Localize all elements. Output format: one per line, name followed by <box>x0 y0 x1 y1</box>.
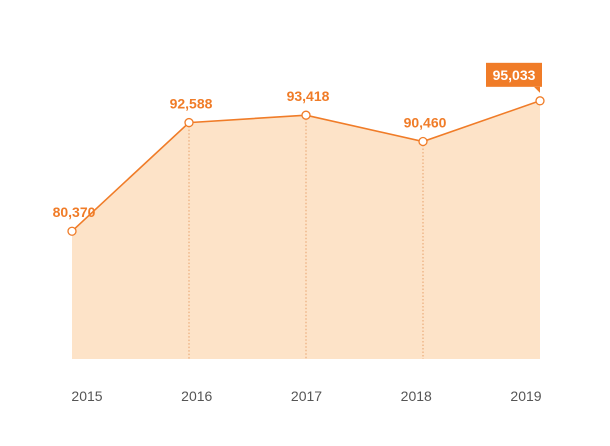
data-labels: 80,370 92,588 93,418 90,460 95,033 <box>53 62 542 220</box>
data-label-2019: 95,033 <box>493 67 536 83</box>
data-point-2015 <box>67 226 77 236</box>
x-tick-label-2015: 2015 <box>71 388 102 404</box>
data-point-2016 <box>184 117 194 128</box>
x-tick-label-2016: 2016 <box>181 388 212 404</box>
x-tick-label-2019: 2019 <box>510 388 541 404</box>
area-fill <box>72 100 540 360</box>
x-tick-label-2018: 2018 <box>401 388 432 404</box>
data-label-2015: 80,370 <box>53 204 96 220</box>
callout-tail <box>534 86 540 93</box>
data-label-2016: 92,588 <box>170 96 213 112</box>
data-label-2017: 93,418 <box>287 88 330 104</box>
data-point-2017 <box>301 110 311 120</box>
data-point-2018 <box>418 136 428 147</box>
drop-lines <box>188 115 424 359</box>
x-axis-ticks: 2015 2016 2017 2018 2019 <box>71 388 541 404</box>
data-label-2018: 90,460 <box>404 114 447 130</box>
callout-box <box>486 62 542 87</box>
callout-2019: 95,033 <box>486 62 542 93</box>
data-points <box>67 96 545 236</box>
x-tick-label-2017: 2017 <box>291 388 322 404</box>
data-point-2019 <box>535 96 545 106</box>
